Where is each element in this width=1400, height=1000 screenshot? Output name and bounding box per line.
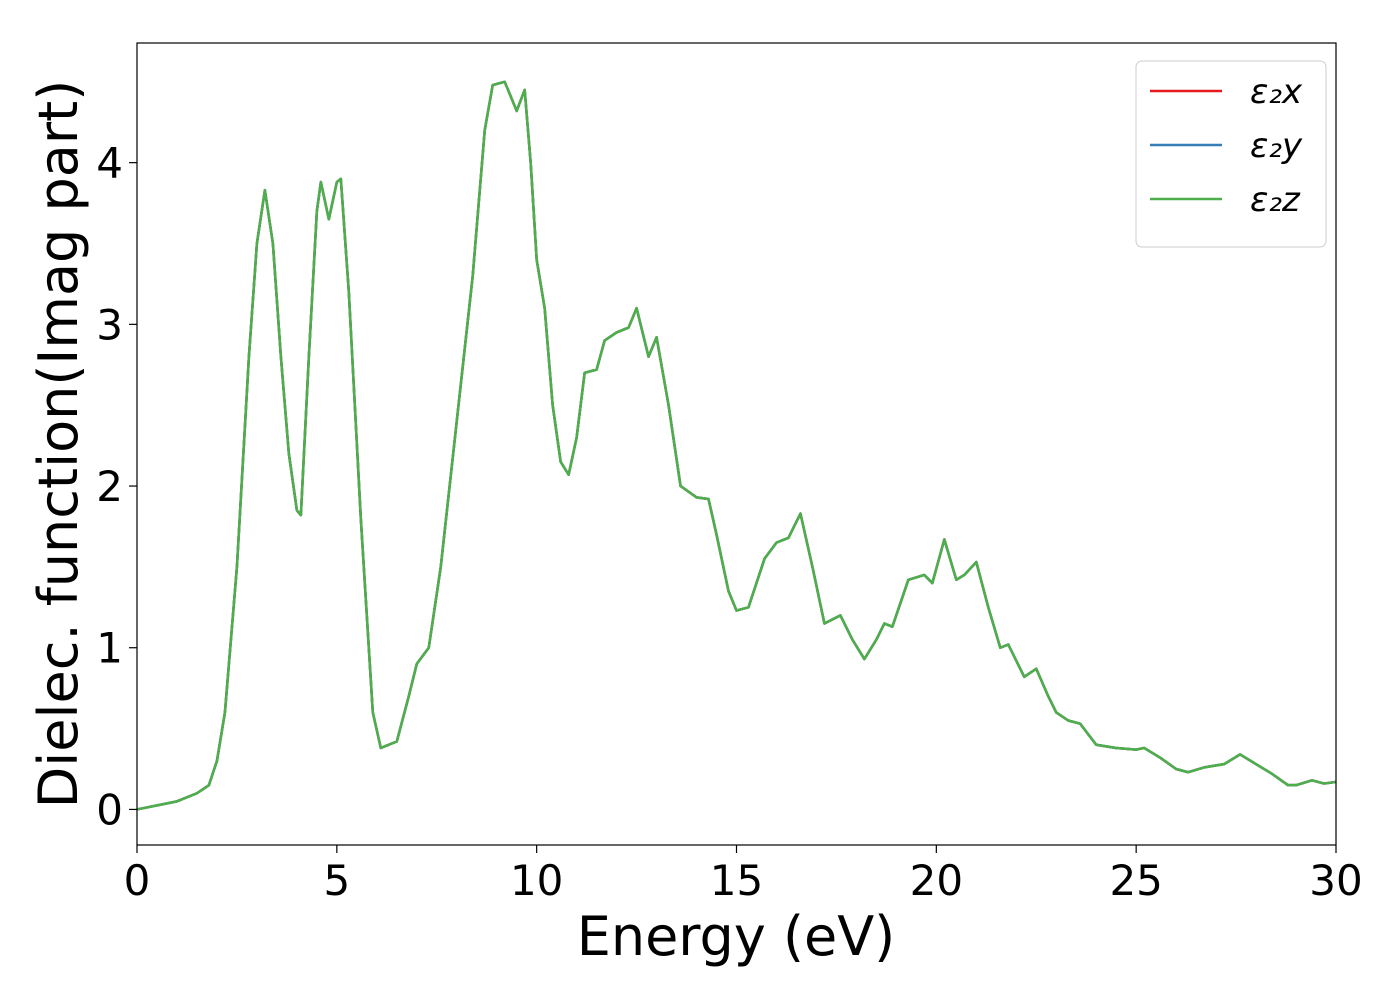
y-tick-label: 4 [96,139,123,188]
y-axis-label: Dielec. function(Imag part) [27,80,90,809]
x-axis-label: Energy (eV) [577,905,896,968]
x-tick-label: 5 [323,856,350,905]
legend-label: ε₂y [1250,126,1303,166]
legend-label: ε₂x [1250,72,1303,112]
legend: ε₂x ε₂y ε₂z [1135,60,1327,248]
x-tick-label: 0 [124,856,151,905]
x-tick-label: 10 [510,856,563,905]
legend-box [1135,60,1327,248]
y-tick-label: 1 [96,624,123,673]
x-tick-label: 25 [1109,856,1162,905]
x-tick-label: 20 [910,856,963,905]
plot-frame [136,42,1337,846]
x-tick-label: 15 [710,856,763,905]
y-tick-label: 0 [96,785,123,834]
legend-label: ε₂z [1250,180,1301,220]
y-tick-label: 2 [96,462,123,511]
data-line [136,80,1337,811]
y-tick-label: 3 [96,300,123,349]
x-tick-label: 30 [1309,856,1362,905]
